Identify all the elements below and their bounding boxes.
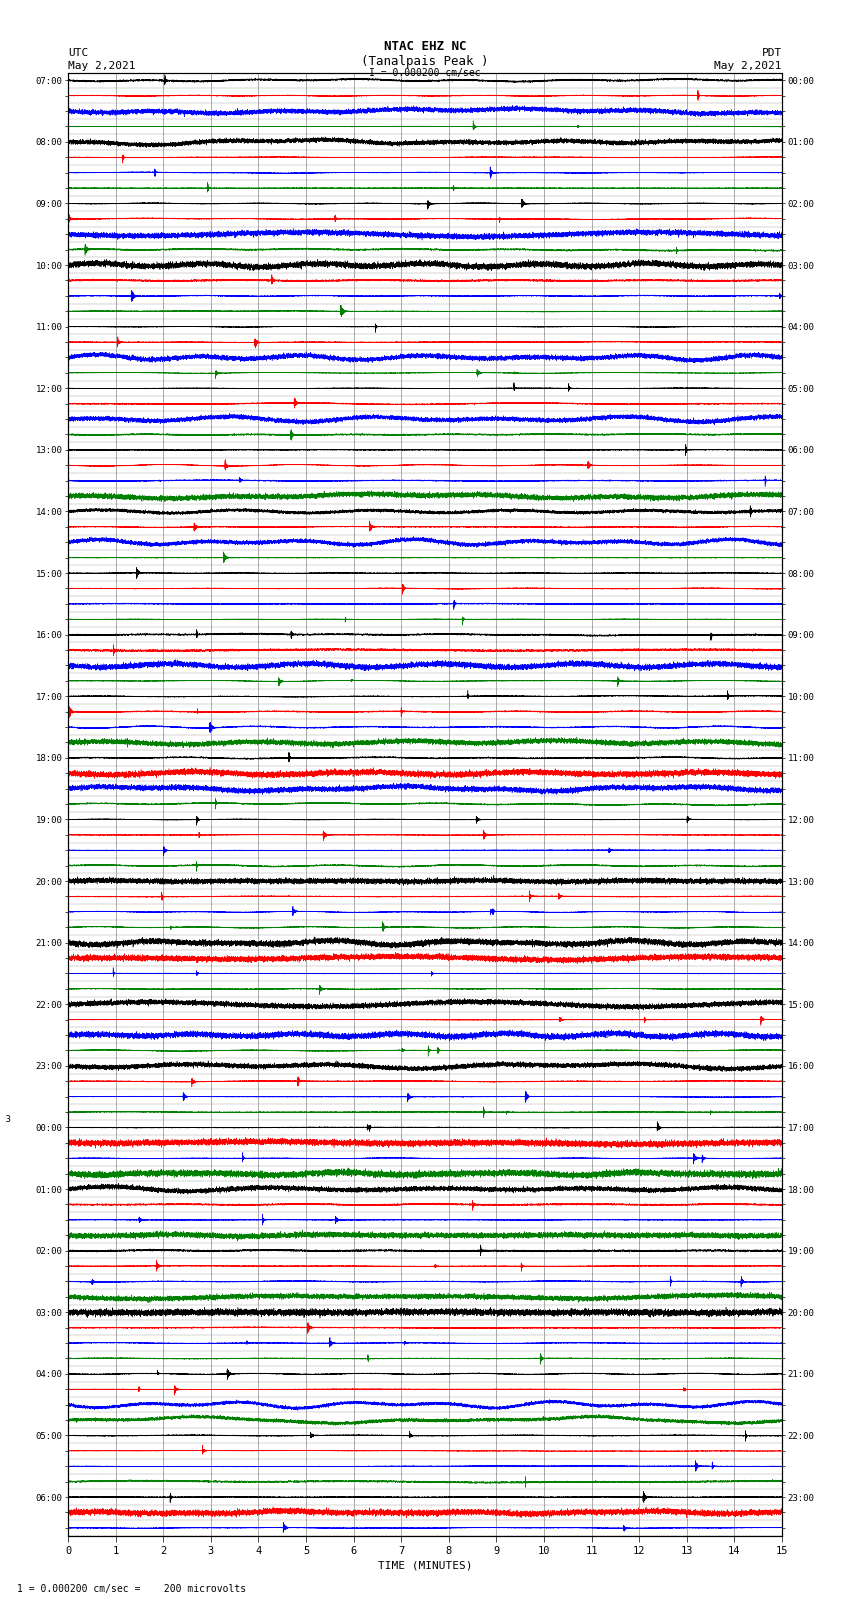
Text: PDT: PDT: [762, 48, 782, 58]
Text: 1 = 0.000200 cm/sec =    200 microvolts: 1 = 0.000200 cm/sec = 200 microvolts: [17, 1584, 246, 1594]
Text: May 2,2021: May 2,2021: [68, 61, 135, 71]
Text: (Tanalpais Peak ): (Tanalpais Peak ): [361, 55, 489, 68]
Text: I = 0.000200 cm/sec: I = 0.000200 cm/sec: [369, 68, 481, 77]
Text: NTAC EHZ NC: NTAC EHZ NC: [383, 40, 467, 53]
X-axis label: TIME (MINUTES): TIME (MINUTES): [377, 1560, 473, 1569]
Text: May 3: May 3: [0, 1115, 11, 1124]
Text: UTC: UTC: [68, 48, 88, 58]
Text: May 2,2021: May 2,2021: [715, 61, 782, 71]
